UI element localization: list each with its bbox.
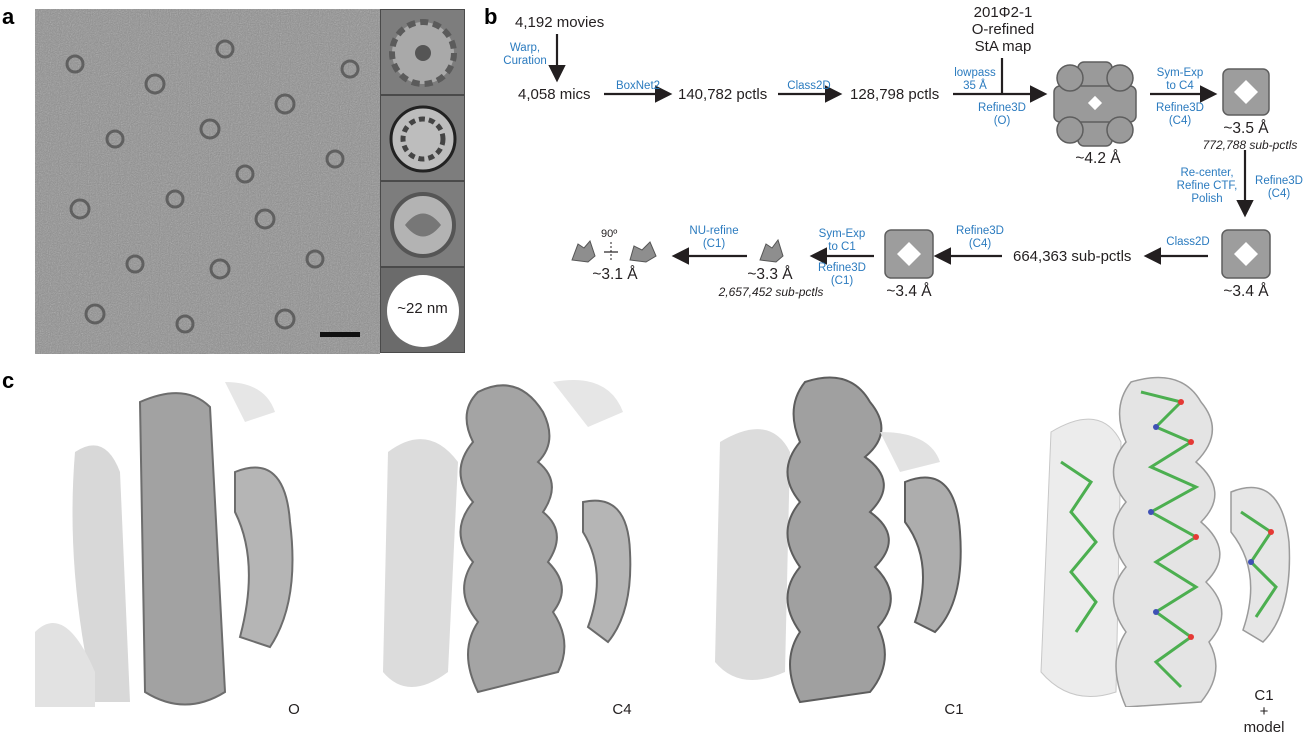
c4-map-1 — [1222, 68, 1270, 116]
res-c4-map-3: ~3.4 Å — [886, 283, 932, 300]
node-pctls-1: 140,782 pctls — [678, 86, 768, 103]
op-lowpass: lowpass 35 Å — [954, 67, 996, 92]
particle-size-label: ~22 nm — [397, 300, 448, 317]
res-c4-map-1: ~3.5 Å — [1223, 120, 1269, 137]
panel-label-b: b — [484, 4, 498, 29]
micrograph-image — [35, 9, 380, 354]
op-class2d-2: Class2D — [1166, 236, 1210, 248]
op-symexp-c4: Sym-Exp to C4 — [1156, 67, 1204, 92]
label-c1-model: C1 + model — [1243, 687, 1285, 736]
class-average-1 — [380, 9, 465, 95]
final-maps — [571, 240, 657, 263]
op-boxnet: BoxNet2 — [615, 80, 661, 92]
class-average-2 — [380, 95, 465, 181]
label-c1: C1 — [944, 701, 964, 718]
op-nu-refine: NU-refine (C1) — [689, 225, 739, 250]
op-warp: Warp, Curation — [503, 42, 547, 67]
panel-label-a: a — [2, 4, 15, 29]
node-mics: 4,058 mics — [518, 86, 591, 103]
c1-map — [759, 238, 784, 263]
op-class2d-1: Class2D — [787, 80, 831, 92]
node-subpctls: 664,363 sub-pctls — [1013, 248, 1132, 265]
c4-map-2 — [1221, 229, 1271, 279]
op-symexp-c1: Sym-Exp to C1 — [818, 228, 866, 253]
res-c4-map-2: ~3.4 Å — [1223, 283, 1269, 300]
op-recenter: Re-center, Refine CTF, Polish — [1176, 167, 1238, 205]
res-final: ~3.1 Å — [592, 266, 638, 283]
op-refine-c4-b: Refine3D (C4) — [1255, 175, 1303, 200]
subpctls-c1: 2,657,452 sub-pctls — [718, 285, 824, 299]
micrograph-texture — [35, 9, 380, 354]
res-o-map: ~4.2 Å — [1075, 150, 1121, 167]
op-refine-o: Refine3D (O) — [978, 102, 1026, 127]
c4-map-3 — [884, 229, 934, 279]
subpctls-c4: 772,788 sub-pctls — [1202, 138, 1298, 152]
density-c4 — [368, 372, 658, 707]
op-refine-c1: Refine3D (C1) — [818, 262, 866, 287]
res-c1-map: ~3.3 Å — [747, 266, 793, 283]
panel-label-c: c — [2, 368, 15, 393]
op-refine-c4-a: Refine3D (C4) — [1156, 102, 1204, 127]
density-c1 — [700, 372, 990, 707]
op-refine-c4-c: Refine3D (C4) — [956, 225, 1004, 250]
density-c1-with-model — [1031, 372, 1311, 707]
node-movies: 4,192 movies — [515, 14, 605, 31]
workflow-arrows — [548, 34, 1254, 265]
scale-panel — [380, 267, 465, 353]
label-c4: C4 — [612, 701, 632, 718]
o-symmetric-map — [1053, 61, 1137, 147]
node-pctls-2: 128,798 pctls — [850, 86, 940, 103]
density-o — [35, 372, 325, 707]
node-reference-map: 201Φ2-1 O-refined StA map — [971, 4, 1035, 55]
class-average-3 — [380, 181, 465, 267]
rotation-label: 90º — [601, 228, 618, 240]
label-o: O — [288, 701, 300, 718]
